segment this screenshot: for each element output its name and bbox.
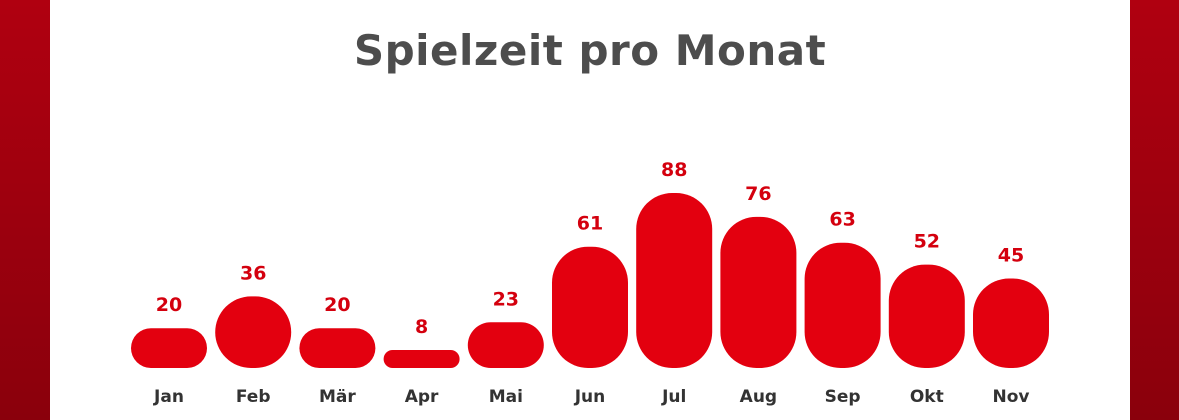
- data-label-jul: 88: [661, 159, 687, 181]
- data-label-mai: 23: [493, 288, 519, 310]
- tick-label-nov: Nov: [993, 387, 1030, 407]
- data-label-nov: 45: [998, 245, 1024, 267]
- bar-group-nov: 45 Nov: [973, 245, 1049, 407]
- data-label-mär: 20: [324, 294, 350, 316]
- tick-label-mär: Mär: [319, 387, 356, 407]
- bar-group-mär: 20 Mär: [299, 294, 376, 407]
- bar-group-aug: 76 Aug: [720, 183, 797, 407]
- chart-card: Spielzeit pro Monat 20 Jan 36 Feb 20 Mär 8 Apr 2…: [50, 0, 1130, 420]
- bar-group-mai: 23 Mai: [467, 288, 544, 407]
- bar-nov: [973, 278, 1049, 368]
- bar-sep: [804, 242, 881, 368]
- tick-label-jan: Jan: [153, 387, 184, 407]
- bar-jan: [131, 328, 207, 368]
- tick-label-feb: Feb: [236, 387, 271, 407]
- bar-apr: [383, 350, 460, 368]
- bar-group-feb: 36 Feb: [215, 262, 292, 407]
- bar-mär: [299, 328, 376, 368]
- tick-label-mai: Mai: [489, 387, 523, 407]
- bar-group-apr: 8 Apr: [383, 316, 460, 407]
- bar-chart: 20 Jan 36 Feb 20 Mär 8 Apr 23 Mai 61 Jun 88 Jul 76 Aug 6…: [131, 159, 1049, 407]
- tick-label-sep: Sep: [825, 387, 861, 407]
- tick-label-okt: Okt: [910, 387, 944, 407]
- bar-group-okt: 52 Okt: [888, 231, 965, 407]
- bar-jul: [636, 193, 713, 368]
- data-label-jan: 20: [156, 294, 182, 316]
- data-label-okt: 52: [914, 231, 940, 253]
- bar-group-jun: 61 Jun: [552, 213, 628, 407]
- bar-group-jul: 88 Jul: [636, 159, 713, 407]
- bar-feb: [215, 296, 292, 368]
- data-label-aug: 76: [745, 183, 771, 205]
- bar-aug: [720, 216, 797, 368]
- tick-label-apr: Apr: [405, 387, 439, 407]
- bar-group-jan: 20 Jan: [131, 294, 207, 407]
- tick-label-aug: Aug: [740, 387, 777, 407]
- data-label-apr: 8: [415, 316, 428, 338]
- chart-title: Spielzeit pro Monat: [353, 26, 827, 75]
- data-label-jun: 61: [577, 213, 603, 235]
- bar-mai: [467, 322, 544, 368]
- data-label-feb: 36: [240, 262, 266, 284]
- bar-group-sep: 63 Sep: [804, 209, 881, 407]
- tick-label-jul: Jul: [661, 387, 686, 407]
- bar-okt: [888, 264, 965, 368]
- tick-label-jun: Jun: [574, 387, 606, 407]
- data-label-sep: 63: [829, 209, 855, 231]
- bar-jun: [552, 246, 628, 368]
